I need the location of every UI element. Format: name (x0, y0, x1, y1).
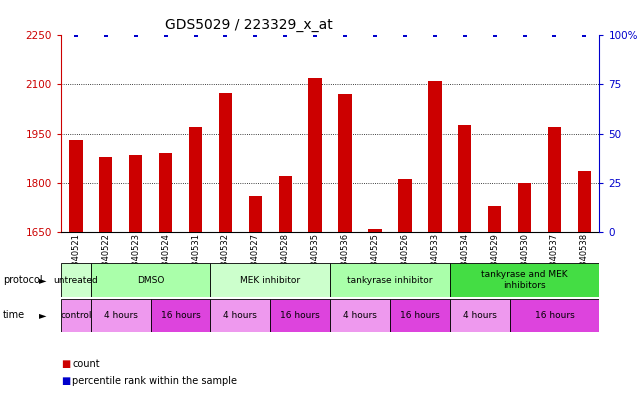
Bar (151, 299, 210, 332)
Text: 16 hours: 16 hours (280, 311, 320, 320)
Text: ■: ■ (61, 358, 70, 369)
Bar (159, 153, 172, 232)
Bar (91, 299, 151, 332)
Text: untreated: untreated (53, 275, 98, 285)
Text: 4 hours: 4 hours (104, 311, 138, 320)
Text: 16 hours: 16 hours (535, 311, 574, 320)
Bar (428, 81, 442, 232)
Bar (450, 263, 599, 297)
Bar (338, 94, 352, 232)
Bar (69, 140, 83, 232)
Bar (547, 127, 562, 232)
Text: GDS5029 / 223329_x_at: GDS5029 / 223329_x_at (165, 18, 333, 32)
Text: protocol: protocol (3, 275, 43, 285)
Bar (61, 299, 91, 332)
Text: count: count (72, 358, 100, 369)
Text: ►: ► (39, 275, 47, 285)
Bar (210, 299, 271, 332)
Text: 16 hours: 16 hours (161, 311, 201, 320)
Bar (518, 183, 531, 232)
Text: MEK inhibitor: MEK inhibitor (240, 275, 301, 285)
Bar (398, 180, 412, 232)
Text: percentile rank within the sample: percentile rank within the sample (72, 376, 237, 386)
Text: time: time (3, 310, 26, 320)
Text: 4 hours: 4 hours (224, 311, 257, 320)
Bar (369, 229, 382, 232)
Bar (99, 156, 113, 232)
Bar (188, 127, 202, 232)
Bar (308, 78, 322, 232)
Text: tankyrase and MEK
inhibitors: tankyrase and MEK inhibitors (481, 270, 568, 290)
Bar (450, 299, 510, 332)
Text: DMSO: DMSO (137, 275, 164, 285)
Text: ►: ► (39, 310, 47, 320)
Bar (210, 263, 330, 297)
Text: 16 hours: 16 hours (400, 311, 440, 320)
Bar (390, 299, 450, 332)
Bar (129, 155, 142, 232)
Bar (61, 263, 91, 297)
Bar (249, 196, 262, 232)
Text: 4 hours: 4 hours (343, 311, 377, 320)
Bar (488, 206, 501, 232)
Bar (458, 125, 471, 232)
Bar (510, 299, 599, 332)
Bar (578, 171, 591, 232)
Text: ■: ■ (61, 376, 70, 386)
Text: 4 hours: 4 hours (463, 311, 497, 320)
Text: control: control (60, 311, 92, 320)
Bar (219, 93, 232, 232)
Text: tankyrase inhibitor: tankyrase inhibitor (347, 275, 433, 285)
Bar (330, 299, 390, 332)
Bar (330, 263, 450, 297)
Bar (278, 176, 292, 232)
Bar (91, 263, 210, 297)
Bar (271, 299, 330, 332)
